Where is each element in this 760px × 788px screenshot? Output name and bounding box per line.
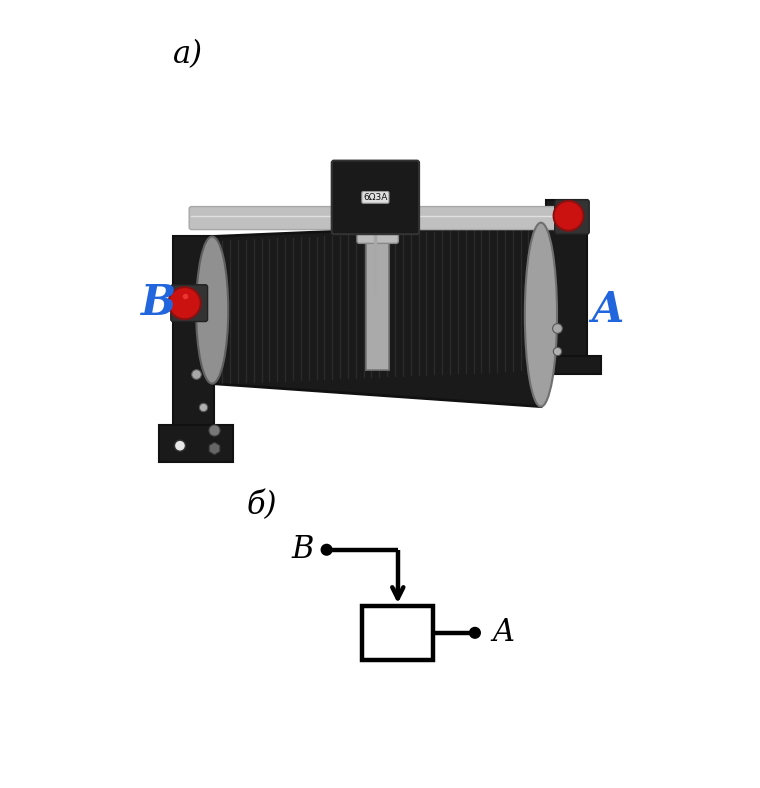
FancyBboxPatch shape — [331, 161, 419, 234]
Bar — [363, 606, 433, 660]
Text: A: A — [492, 617, 515, 649]
Text: B: B — [292, 534, 314, 565]
FancyBboxPatch shape — [366, 223, 389, 370]
Ellipse shape — [525, 223, 557, 407]
FancyBboxPatch shape — [555, 199, 589, 234]
Ellipse shape — [169, 287, 201, 319]
FancyBboxPatch shape — [171, 284, 207, 322]
Text: 6Ω3A: 6Ω3A — [363, 193, 388, 202]
FancyBboxPatch shape — [160, 425, 233, 462]
FancyBboxPatch shape — [357, 216, 398, 243]
FancyBboxPatch shape — [189, 206, 575, 229]
FancyBboxPatch shape — [537, 356, 600, 374]
FancyBboxPatch shape — [546, 199, 587, 361]
Text: а): а) — [173, 39, 203, 70]
Polygon shape — [212, 223, 541, 407]
Text: B: B — [141, 282, 176, 324]
Circle shape — [175, 440, 185, 452]
Circle shape — [470, 627, 480, 638]
Ellipse shape — [553, 201, 584, 231]
Text: A: A — [591, 289, 624, 331]
Circle shape — [321, 545, 332, 555]
Text: б): б) — [246, 490, 277, 522]
Ellipse shape — [196, 236, 228, 384]
FancyBboxPatch shape — [173, 236, 214, 429]
